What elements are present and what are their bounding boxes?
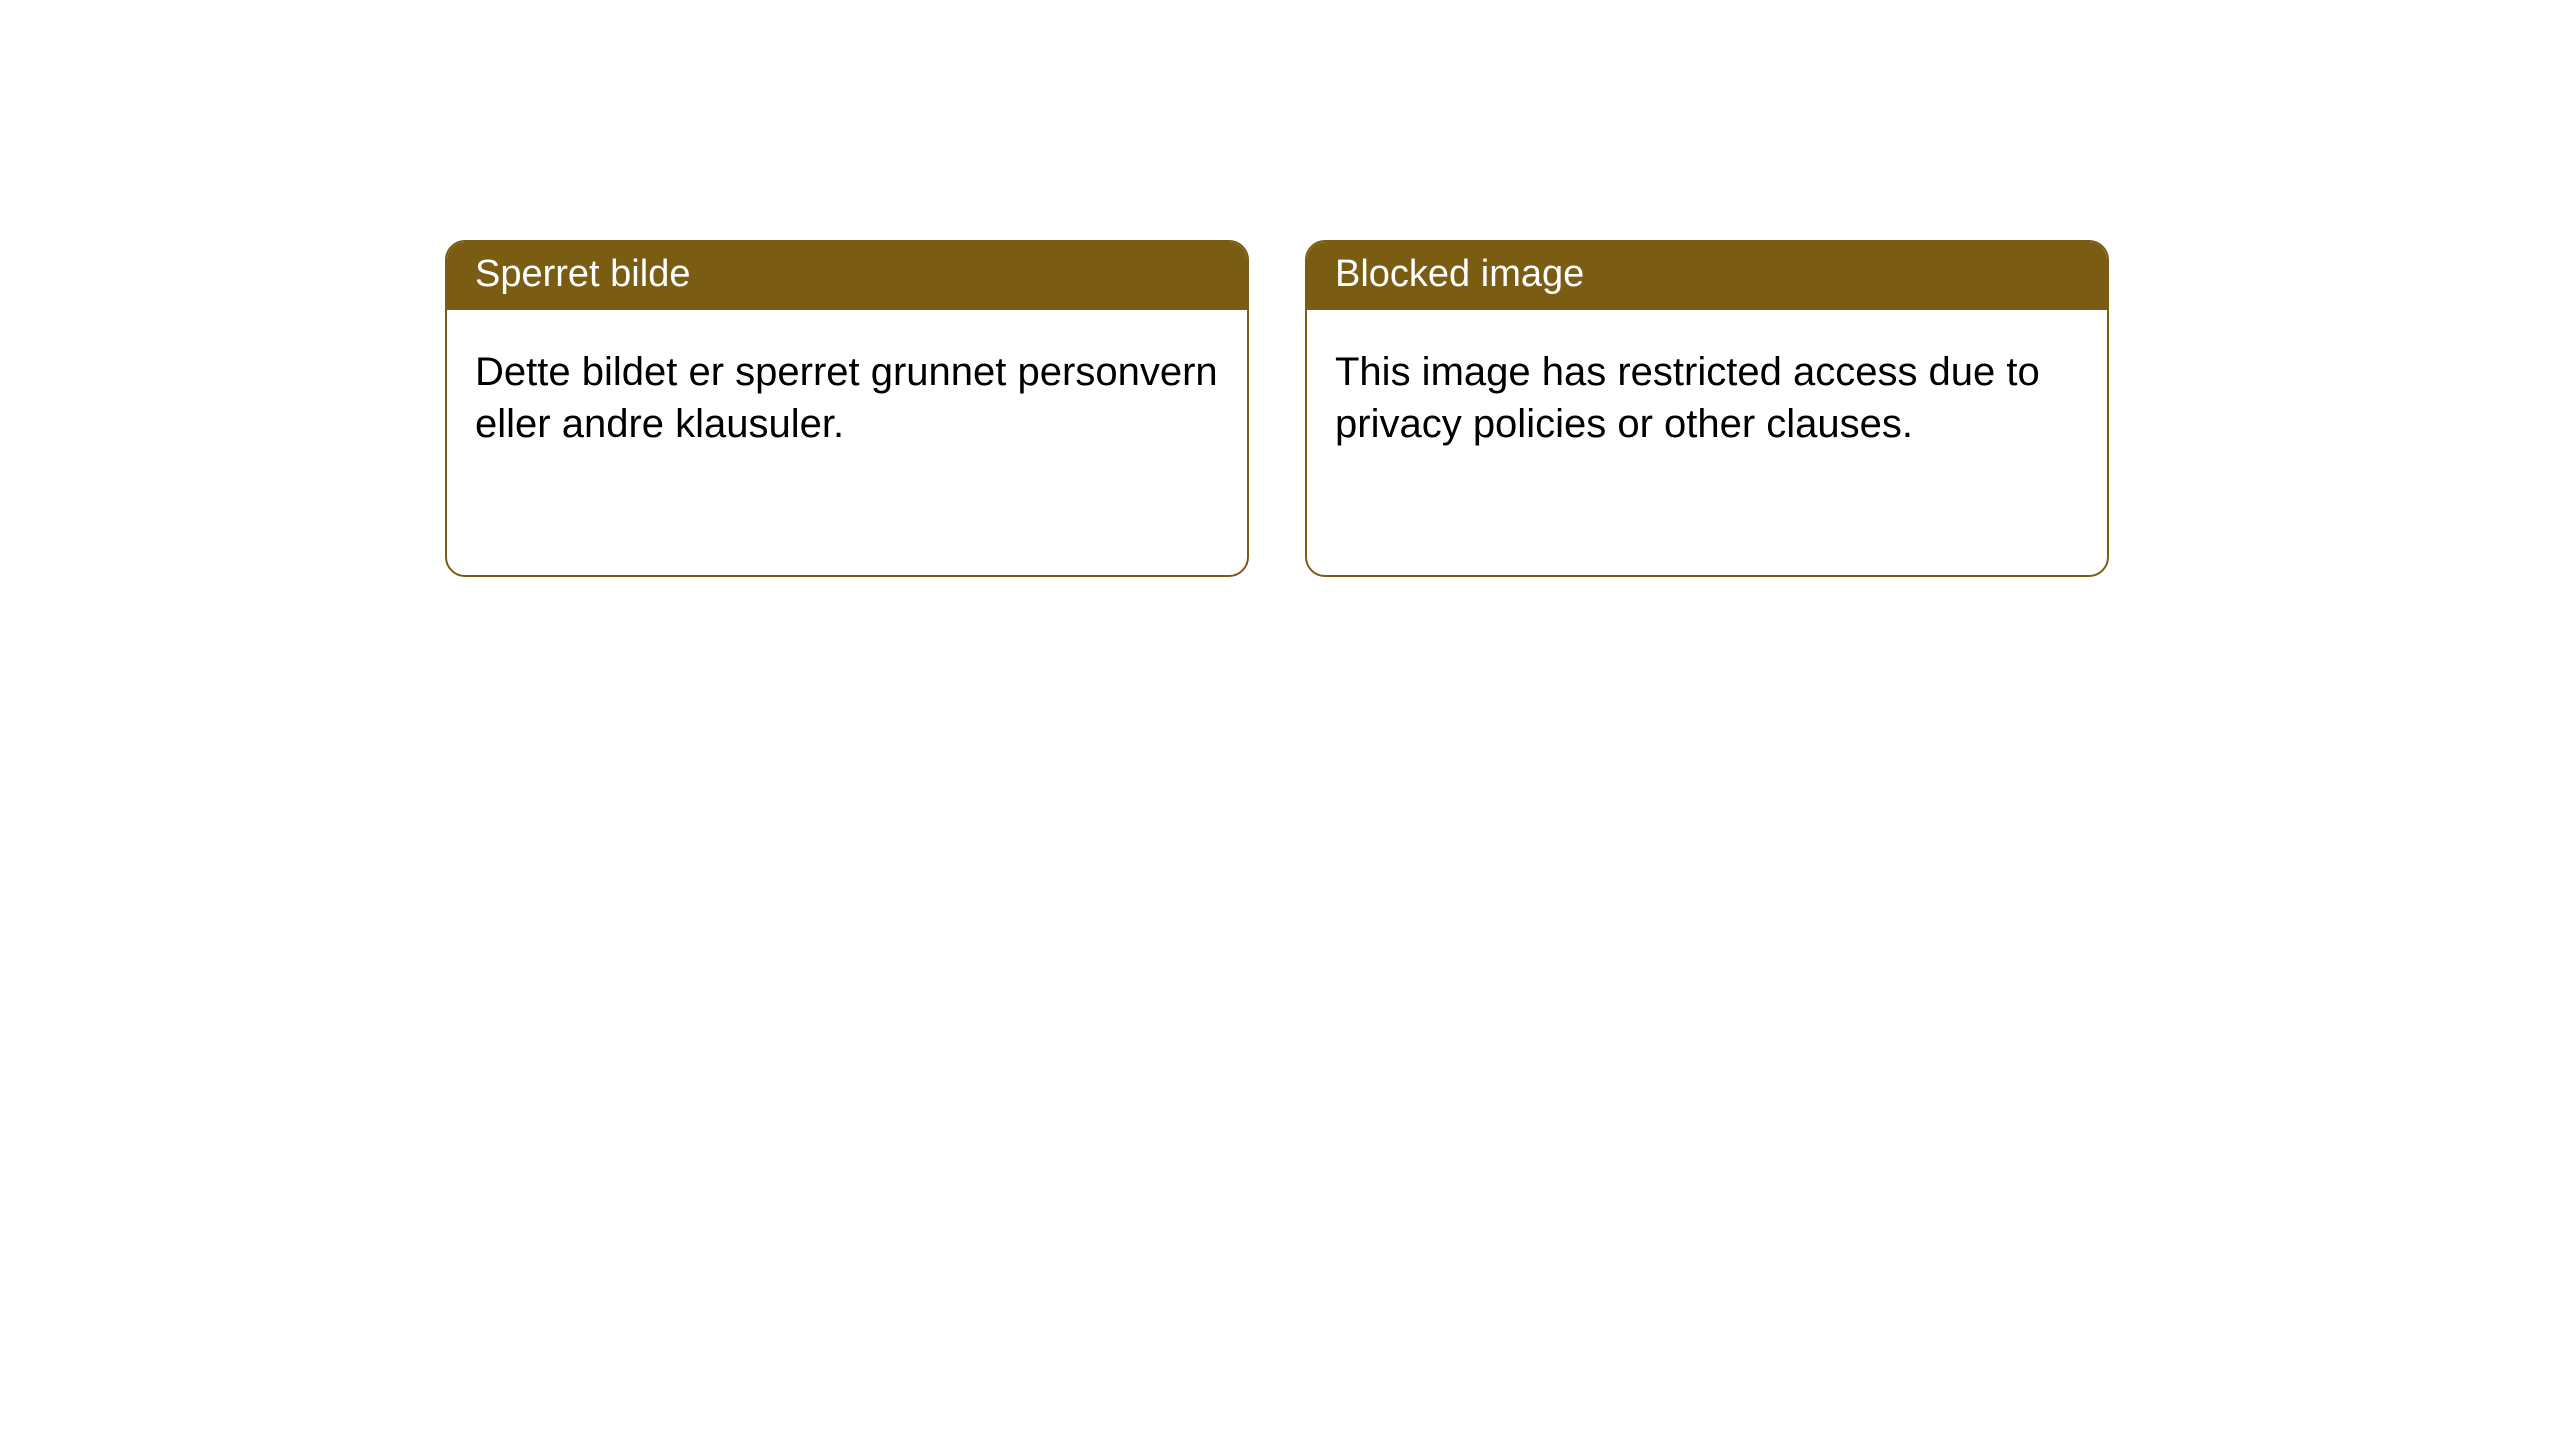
notice-container: Sperret bilde Dette bildet er sperret gr… — [0, 0, 2560, 577]
notice-header: Blocked image — [1307, 242, 2107, 310]
notice-title: Blocked image — [1335, 253, 1584, 295]
notice-body: Dette bildet er sperret grunnet personve… — [447, 310, 1247, 478]
notice-text: Dette bildet er sperret grunnet personve… — [475, 350, 1218, 446]
notice-text: This image has restricted access due to … — [1335, 350, 2040, 446]
notice-header: Sperret bilde — [447, 242, 1247, 310]
notice-card-norwegian: Sperret bilde Dette bildet er sperret gr… — [445, 240, 1249, 577]
notice-body: This image has restricted access due to … — [1307, 310, 2107, 478]
notice-card-english: Blocked image This image has restricted … — [1305, 240, 2109, 577]
notice-title: Sperret bilde — [475, 253, 690, 295]
